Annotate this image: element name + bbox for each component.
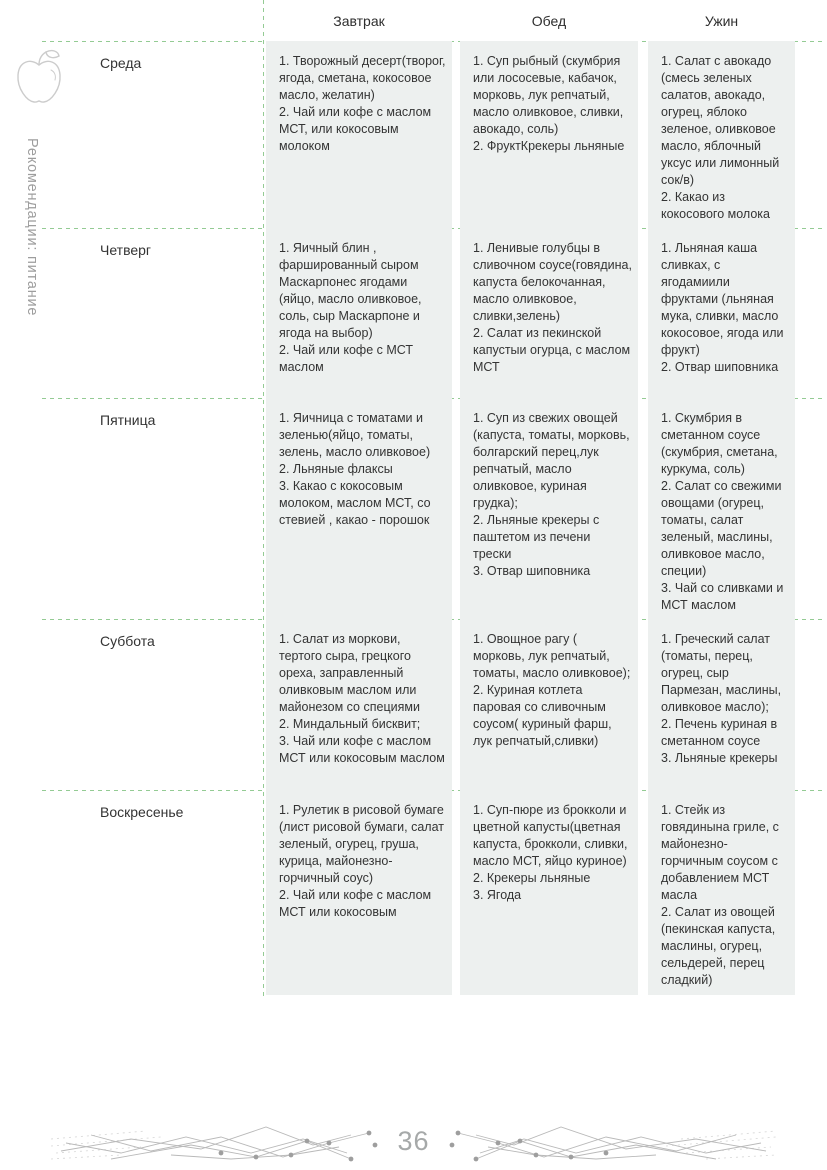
day-label: Среда (100, 55, 142, 71)
dinner-cell: 1. Салат с авокадо (смесь зеленых салато… (648, 41, 795, 228)
dinner-cell: 1. Скумбрия в сметанном соусе (скумбрия,… (648, 398, 795, 619)
dinner-cell: 1. Льняная каша сливках, с ягодамиили фр… (648, 228, 795, 398)
column-header-lunch: Обед (531, 12, 567, 29)
table-row: Суббота 1. Салат из моркови, тертого сыр… (75, 619, 795, 790)
footer-right-decoration (449, 1126, 776, 1162)
day-label: Четверг (100, 242, 152, 258)
lunch-cell: 1. Ленивые голубцы в сливочном соусе(гов… (460, 228, 638, 398)
column-header-dinner: Ужин (704, 12, 739, 29)
breakfast-cell: 1. Салат из моркови, тертого сыра, грецк… (266, 619, 452, 790)
dinner-cell: 1. Стейк из говядинына гриле, с майонезн… (648, 790, 795, 995)
apple-icon (17, 49, 61, 103)
dinner-cell: 1. Греческий салат (томаты, перец, огуре… (648, 619, 795, 790)
lunch-cell: 1. Суп рыбный (скумбрия или лососевые, к… (460, 41, 638, 228)
breakfast-cell: 1. Яичница с томатами и зеленью(яйцо, то… (266, 398, 452, 619)
table-row: Среда 1. Творожный десерт(творог, ягода,… (75, 41, 795, 228)
day-label: Суббота (100, 633, 155, 649)
breakfast-cell: 1. Рулетик в рисовой бумаге (лист рисово… (266, 790, 452, 995)
table-vertical-divider (263, 0, 264, 996)
breakfast-cell: 1. Творожный десерт(творог, ягода, смета… (266, 41, 452, 228)
breakfast-cell: 1. Яичный блин , фаршированный сыром Мас… (266, 228, 452, 398)
column-header-breakfast: Завтрак (333, 12, 385, 29)
meal-plan-table: Завтрак Обед Ужин Среда 1. Творожный дес… (75, 0, 795, 995)
table-header-row: Завтрак Обед Ужин (75, 0, 795, 41)
page-number: 36 (397, 1125, 430, 1156)
day-label: Пятница (100, 412, 156, 428)
footer-left-decoration (51, 1126, 378, 1162)
day-label: Воскресенье (100, 804, 184, 820)
table-row: Пятница 1. Яичница с томатами и зеленью(… (75, 398, 795, 619)
page-footer: 36 (0, 1112, 827, 1170)
lunch-cell: 1. Суп-пюре из брокколи и цветной капуст… (460, 790, 638, 995)
sidebar-section-label: Рекомендации: питание (24, 138, 40, 317)
table-row: Четверг 1. Яичный блин , фаршированный с… (75, 228, 795, 398)
lunch-cell: 1. Овощное рагу ( морковь, лук репчатый,… (460, 619, 638, 790)
table-row: Воскресенье 1. Рулетик в рисовой бумаге … (75, 790, 795, 995)
lunch-cell: 1. Суп из свежих овощей (капуста, томаты… (460, 398, 638, 619)
